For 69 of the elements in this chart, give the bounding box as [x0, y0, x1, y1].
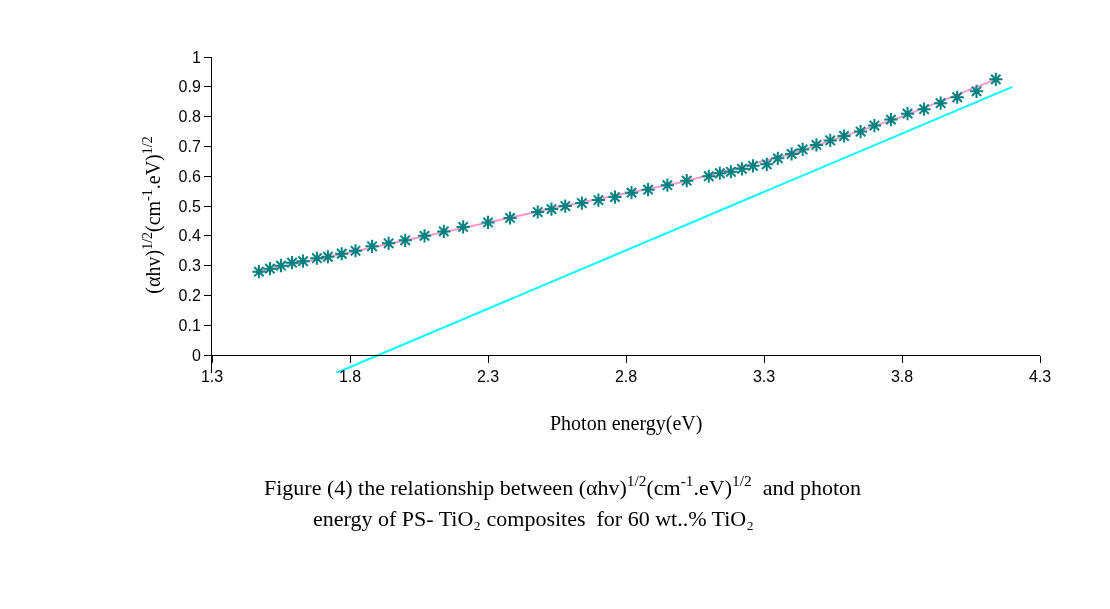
x-axis-title: Photon energy(eV): [550, 412, 703, 435]
x-tick-label: 1.8: [338, 368, 362, 386]
point: [759, 156, 775, 172]
point: [784, 146, 800, 162]
point: [381, 235, 397, 251]
point: [607, 189, 623, 205]
x-tick-label: 3.3: [752, 368, 776, 386]
point: [712, 165, 728, 181]
point: [273, 258, 289, 274]
y-tick-label: 0.5: [178, 197, 201, 215]
point: [543, 201, 560, 217]
x-tick-label: 4.3: [1028, 368, 1052, 386]
text: Figure (4) the relationship between (αhv)$^{1/2}$(cm$^{-1}$.eV)$^{1/2}$ and photon: [264, 472, 862, 501]
y-tick-label: 0.7: [178, 138, 201, 156]
point: [734, 161, 750, 177]
y-tick-label: 0.2: [178, 287, 201, 305]
point: [262, 261, 278, 277]
x-tick-label: 3.8: [890, 368, 914, 386]
point: [883, 112, 899, 128]
point: [866, 117, 882, 134]
y-tick-label: 0.9: [178, 78, 201, 96]
point: [251, 264, 267, 280]
point: [502, 210, 518, 226]
x-tick-label: 1.3: [200, 368, 224, 386]
point: [320, 249, 336, 265]
point: [949, 89, 965, 105]
point: [480, 214, 496, 231]
point: [933, 95, 949, 111]
point: [968, 83, 985, 99]
point: [853, 123, 869, 140]
point: [557, 198, 573, 214]
point: [347, 243, 364, 259]
y-tick-label: 0: [191, 346, 201, 364]
point: [701, 168, 717, 184]
point: [397, 232, 413, 248]
point: [988, 71, 1004, 87]
y-tick-label: 0.4: [178, 227, 201, 245]
y-tick-label: 0.3: [178, 257, 201, 275]
point: [659, 177, 675, 193]
point: [416, 228, 433, 244]
point: [623, 185, 640, 201]
y-tick-label: 1: [191, 48, 201, 66]
point: [770, 150, 786, 166]
text: energy of PS- TiO₂ composites for 60 wt..% TiO₂: [313, 506, 754, 531]
y-tick-label: 0.8: [178, 108, 201, 126]
point: [436, 223, 452, 239]
point: [364, 238, 380, 254]
point: [679, 173, 695, 189]
point: [284, 255, 300, 271]
x-tick-label: 2.8: [614, 368, 638, 386]
point: [574, 195, 590, 211]
point: [899, 106, 916, 122]
point: [916, 101, 932, 117]
point: [836, 128, 852, 144]
point: [808, 137, 825, 153]
point: [822, 132, 838, 149]
point: [455, 219, 471, 235]
point: [530, 204, 546, 220]
point: [309, 250, 325, 266]
x-tick-label: 2.3: [476, 368, 500, 386]
point: [334, 246, 350, 262]
point: [590, 192, 606, 208]
point: [795, 141, 811, 158]
point: [295, 253, 311, 269]
y-tick-label: 0.1: [178, 316, 201, 334]
point: [723, 164, 739, 180]
point: [745, 158, 761, 174]
point: [640, 182, 656, 198]
y-tick-label: 0.6: [178, 167, 201, 185]
